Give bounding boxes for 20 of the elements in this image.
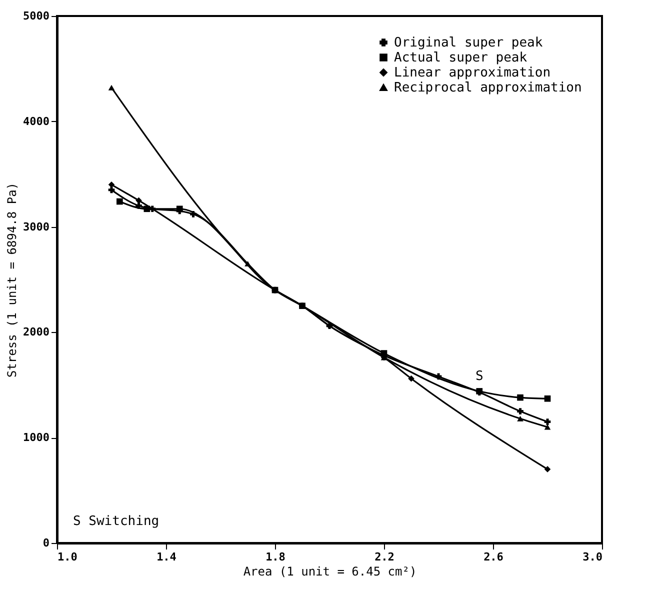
y-tick-label: 4000 xyxy=(23,114,50,128)
annotation: S Switching xyxy=(73,514,160,529)
x-axis-title: Area (1 unit = 6.45 cm²) xyxy=(243,564,417,578)
y-axis-title: Stress (1 unit = 6894.8 Pa) xyxy=(5,182,20,378)
legend-label: Actual super peak xyxy=(394,50,528,66)
legend-label: Original super peak xyxy=(394,36,543,50)
legend-label: Linear approximation xyxy=(394,66,551,80)
y-tick-label: 2000 xyxy=(23,326,50,339)
y-tick-label: 0 xyxy=(42,536,50,550)
x-tick-label: 1.8 xyxy=(266,550,286,564)
annotation: S xyxy=(475,369,484,384)
legend-label: Reciprocal approximation xyxy=(394,80,582,96)
x-tick-label: 2.2 xyxy=(374,550,394,564)
y-tick-label: 1000 xyxy=(23,431,50,444)
x-tick-label: 2.6 xyxy=(484,550,504,564)
y-tick-label: 3000 xyxy=(23,220,50,234)
x-tick-label: 1.4 xyxy=(156,550,177,564)
x-tick-label: 3.0 xyxy=(582,550,602,564)
x-tick-label: 1.0 xyxy=(58,550,78,564)
y-tick-label: 5000 xyxy=(23,10,50,22)
